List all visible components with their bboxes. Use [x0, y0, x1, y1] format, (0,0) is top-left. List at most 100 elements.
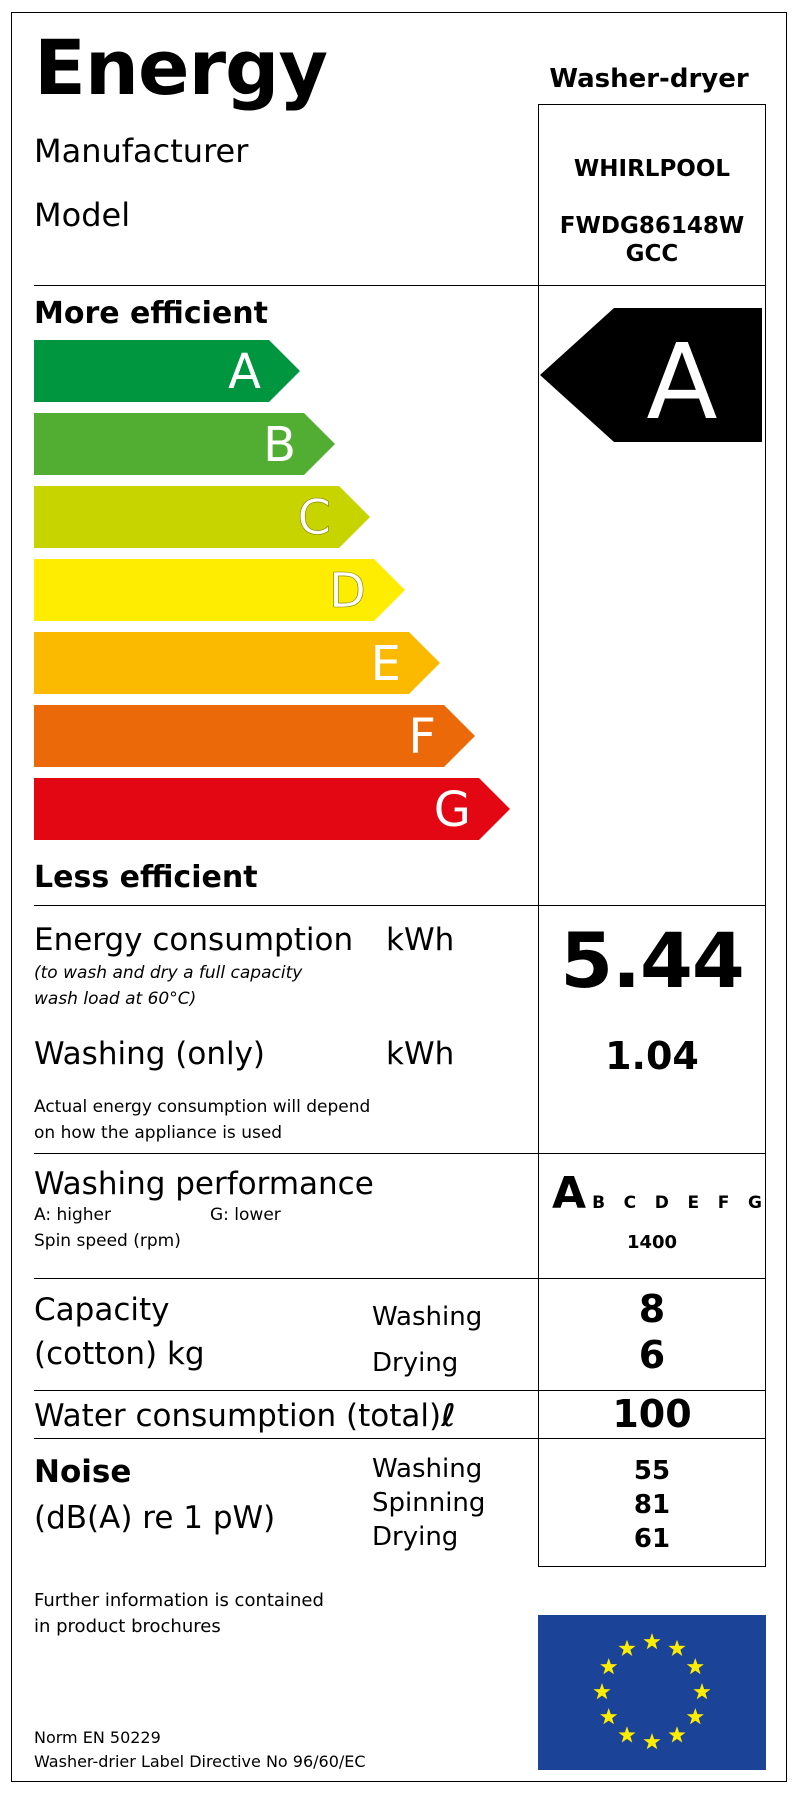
performance-lower-note: G: lower [210, 1205, 281, 1225]
capacity-washing-value: 8 [638, 1287, 666, 1331]
actual-note-line1: Actual energy consumption will depend [34, 1097, 371, 1117]
eu-star-icon [668, 1639, 686, 1656]
further-info-line1: Further information is contained [34, 1590, 324, 1611]
noise-spinning-label: Spinning [372, 1488, 486, 1518]
energy-consumption-label: Energy consumption [34, 922, 354, 958]
values-column [538, 104, 766, 1567]
class-arrow-letter-b: B [263, 417, 296, 473]
noise-values: 55 81 61 [538, 1454, 766, 1556]
capacity-sublabels: Washing Drying [372, 1294, 482, 1386]
spin-speed-label: Spin speed (rpm) [34, 1231, 181, 1251]
noise-unit: (dB(A) re 1 pW) [34, 1500, 276, 1536]
class-arrow-letter-d: D [329, 563, 366, 619]
eu-star-icon [643, 1633, 661, 1650]
divider-capacity-top [34, 1278, 766, 1279]
further-info: Further information is contained in prod… [34, 1588, 324, 1640]
rating-letter: A [646, 321, 717, 442]
washing-only-label: Washing (only) [34, 1036, 266, 1072]
eu-star-icon [618, 1726, 636, 1743]
class-arrow-d [34, 559, 405, 621]
rating-arrow-shape [540, 308, 762, 442]
eu-star-icon [643, 1733, 661, 1750]
divider-energy-top [34, 905, 766, 906]
capacity-label: Capacity (cotton) kg [34, 1288, 205, 1376]
actual-note-line2: on how the appliance is used [34, 1123, 283, 1143]
performance-class-g: G [748, 1193, 762, 1213]
class-arrow-f [34, 705, 475, 767]
divider-scale-top [34, 285, 766, 286]
class-arrow-b [34, 413, 335, 475]
norm-line1: Norm EN 50229 [34, 1728, 161, 1747]
label-title: Energy [34, 23, 328, 112]
norm-line2: Washer-drier Label Directive No 96/60/EC [34, 1752, 366, 1771]
eu-star-icon [593, 1683, 611, 1700]
noise-washing-label: Washing [372, 1454, 483, 1484]
class-arrow-letter-e: E [371, 636, 401, 692]
water-label: Water consumption (total)ℓ [34, 1398, 456, 1434]
energy-unit: kWh [386, 922, 455, 958]
energy-note-line2: wash load at 60°C) [34, 989, 197, 1009]
performance-class-f: F [717, 1193, 730, 1213]
energy-note: (to wash and dry a full capacity wash lo… [34, 960, 302, 1012]
class-arrow-letter-f: F [408, 709, 436, 765]
energy-note-line1: (to wash and dry a full capacity [34, 963, 303, 983]
eu-star-icon [600, 1708, 618, 1725]
class-arrow-a [34, 340, 300, 402]
manufacturer-value: WHIRLPOOL [573, 156, 731, 182]
capacity-washing-label: Washing [372, 1302, 483, 1332]
more-efficient-label: More efficient [34, 296, 268, 331]
class-arrow-e [34, 632, 440, 694]
norm-info: Norm EN 50229 Washer-drier Label Directi… [34, 1726, 366, 1774]
performance-higher-note: A: higher [34, 1205, 111, 1225]
eu-star-icon [693, 1683, 711, 1700]
washing-performance-label: Washing performance [34, 1166, 374, 1202]
performance-class-b: B [592, 1193, 606, 1213]
capacity-label-line2: (cotton) kg [34, 1336, 205, 1372]
noise-sublabels: Washing Spinning Drying [372, 1452, 485, 1554]
spin-speed-value: 1400 [626, 1232, 678, 1253]
capacity-values: 8 6 [538, 1286, 766, 1378]
divider-water-top [34, 1390, 766, 1391]
eu-star-icon [600, 1658, 618, 1675]
water-unit: ℓ [441, 1398, 456, 1434]
noise-washing-value: 55 [633, 1456, 671, 1486]
divider-noise-top [34, 1438, 766, 1439]
noise-label: Noise [34, 1454, 132, 1490]
washing-only-value: 1.04 [605, 1034, 699, 1078]
model-value: FWDG86148W GCC [538, 212, 766, 268]
capacity-label-line1: Capacity [34, 1292, 170, 1328]
actual-consumption-note: Actual energy consumption will depend on… [34, 1094, 370, 1146]
performance-rating: A [552, 1168, 587, 1219]
label-frame [11, 12, 787, 1782]
class-arrow-letter-c: C [297, 490, 331, 546]
eu-star-icon [618, 1639, 636, 1656]
rating-arrow: A [540, 308, 762, 442]
capacity-drying-label: Drying [372, 1348, 459, 1378]
class-arrow-c [34, 486, 370, 548]
performance-class-e: E [687, 1193, 700, 1213]
class-arrow-letter-g: G [434, 782, 471, 838]
less-efficient-label: Less efficient [34, 860, 258, 895]
model-value-line1: FWDG86148W [559, 213, 745, 239]
washing-only-unit: kWh [386, 1036, 455, 1072]
further-info-line2: in product brochures [34, 1616, 221, 1637]
energy-value: 5.44 [560, 916, 745, 1005]
performance-class-c: C [623, 1193, 637, 1213]
appliance-type: Washer-dryer [549, 64, 749, 94]
noise-drying-label: Drying [372, 1522, 459, 1552]
model-label: Model [34, 196, 131, 234]
noise-spinning-value: 81 [633, 1490, 671, 1520]
model-value-line2: GCC [625, 241, 679, 267]
eu-star-icon [686, 1708, 704, 1725]
noise-drying-value: 61 [633, 1524, 671, 1554]
manufacturer-label: Manufacturer [34, 132, 249, 170]
water-label-text: Water consumption (total) [34, 1398, 442, 1434]
water-value: 100 [612, 1392, 692, 1436]
capacity-drying-value: 6 [638, 1333, 666, 1377]
eu-flag-icon [538, 1615, 766, 1770]
class-arrow-g [34, 778, 510, 840]
divider-performance-top [34, 1153, 766, 1154]
performance-class-d: D [654, 1193, 669, 1213]
